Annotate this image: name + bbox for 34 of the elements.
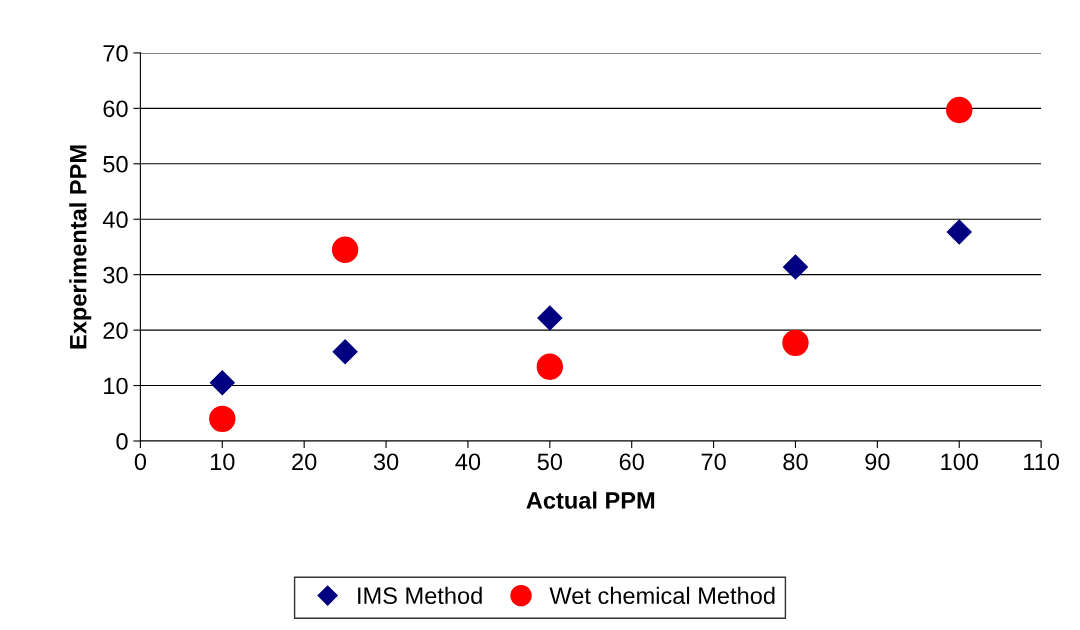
y-tick-label: 60 [103,100,128,118]
point [782,254,808,280]
x-tick-label: 0 [134,453,147,471]
point [332,339,358,365]
x-tick-label: 90 [865,453,890,471]
y-tick-label: 30 [103,266,128,284]
x-tick-label: 60 [619,453,644,471]
x-tick-label: 80 [783,453,808,471]
point [537,305,563,331]
point [536,353,564,380]
point [209,405,236,433]
legend-label: Wet chemical Method [549,586,775,605]
x-tick-label: 70 [701,453,726,471]
y-tick-label: 20 [103,322,128,339]
point [331,236,359,263]
x-tick-label: 50 [537,453,563,471]
x-tick-label: 100 [941,453,979,471]
y-tick-label: 40 [102,211,128,229]
y-tick-label: 0 [116,433,128,450]
x-tick-label: 10 [210,453,235,471]
point [782,329,809,357]
y-tick-label: 10 [104,377,128,395]
x-tick-label: 30 [373,453,399,471]
y-tick-label: 70 [103,44,128,62]
x-tick-label: 110 [1024,453,1060,471]
x-axis-title: Actual PPM [526,491,655,509]
legend-label: IMS Method [358,586,482,605]
point [209,370,235,396]
point [946,96,973,124]
y-axis-title: Experimental PPM [69,145,92,349]
y-tick-label: 50 [103,155,128,173]
x-tick-label: 20 [292,453,317,471]
x-tick-label: 40 [455,453,481,471]
point [946,219,972,245]
